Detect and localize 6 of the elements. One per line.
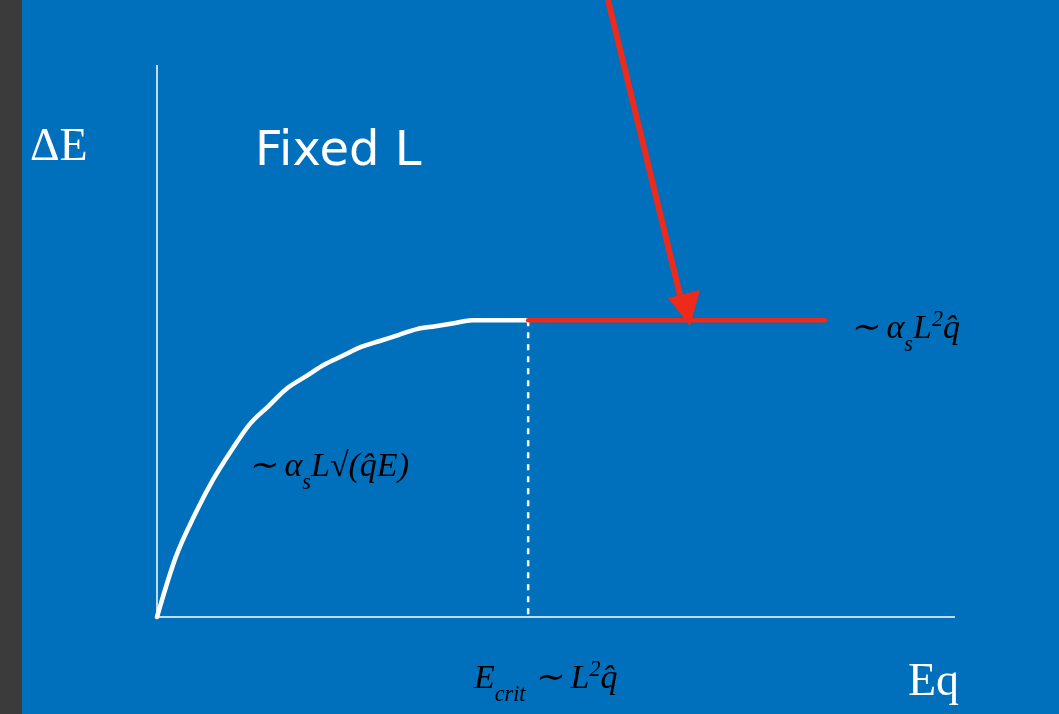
annotation: ∼ α$_{s}$L$^{2}$q̂ — [850, 305, 960, 356]
x-axis-title: Eq — [908, 654, 960, 705]
annotation: ∼ α$_{s}$L√(q̂E) — [248, 446, 409, 494]
chart-title: Fixed L — [255, 120, 422, 176]
text: E$_{crit}$ ∼ L$^{2}$q̂ — [473, 655, 618, 706]
y-axis-title: ΔE — [30, 119, 88, 170]
